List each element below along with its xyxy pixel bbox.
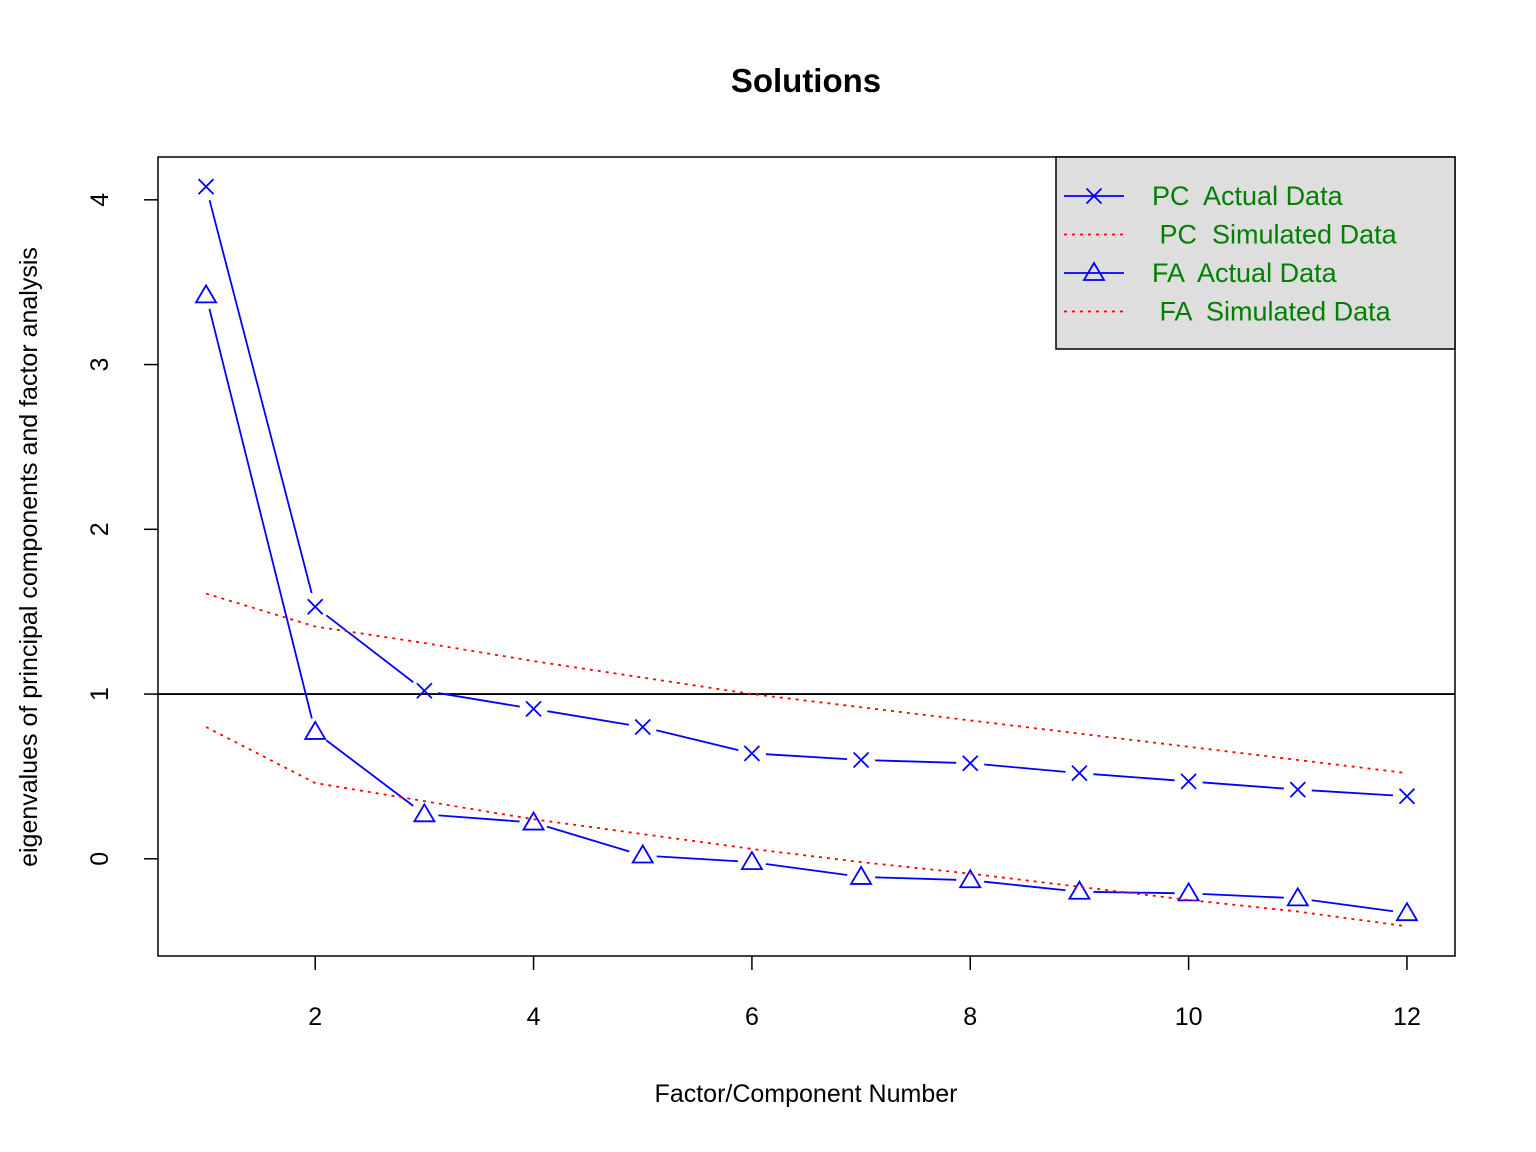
data-point (1398, 788, 1416, 805)
y-axis-label: eigenvalues of principal components and … (15, 247, 43, 867)
x-tick-label: 2 (308, 1003, 322, 1031)
data-point (416, 682, 433, 699)
data-point (307, 598, 324, 615)
y-tick-label: 1 (86, 687, 114, 701)
legend-marker (1085, 187, 1103, 205)
x-tick-label: 8 (963, 1003, 977, 1031)
legend-label: PC Simulated Data (1152, 220, 1398, 250)
series-0 (197, 178, 1416, 805)
plot-frame (157, 156, 1456, 957)
data-point (525, 700, 542, 718)
series-segment (1202, 893, 1284, 899)
legend-label: FA Simulated Data (1152, 297, 1392, 327)
data-point (849, 865, 873, 885)
series-segment (208, 199, 313, 594)
legend-label: PC Actual Data (1152, 181, 1344, 211)
data-point (521, 810, 546, 831)
data-point (1177, 881, 1201, 902)
x-tick-label: 4 (527, 1003, 541, 1031)
x-tick-label: 10 (1175, 1003, 1203, 1031)
x-axis-label: Factor/Component Number (655, 1080, 958, 1108)
legend-item: PC Simulated Data (1064, 220, 1398, 250)
legend-label: FA Actual Data (1152, 258, 1338, 288)
data-point (634, 718, 651, 736)
y-tick-label: 0 (86, 852, 114, 866)
series-segment (547, 710, 630, 726)
series-segment (765, 753, 848, 761)
series-segment (208, 308, 313, 719)
data-point (303, 720, 327, 740)
legend-marker (1082, 261, 1106, 281)
series-segment (1202, 781, 1284, 790)
series-1 (205, 592, 1408, 775)
data-point (1286, 886, 1310, 907)
legend-item: FA Actual Data (1064, 258, 1338, 288)
series-segment (875, 759, 957, 764)
series-segment (546, 825, 630, 853)
data-point (852, 751, 870, 769)
x-tick-label: 12 (1393, 1003, 1421, 1031)
legend-box (1055, 156, 1456, 350)
series-segment (984, 880, 1066, 892)
series-segment (1093, 891, 1175, 895)
series-segment (984, 763, 1066, 773)
data-point (631, 843, 655, 864)
legend-item: PC Actual Data (1064, 181, 1344, 211)
data-point (958, 868, 982, 889)
data-point (412, 802, 436, 823)
y-tick-label: 4 (86, 193, 114, 207)
data-point (1395, 901, 1419, 922)
data-point (962, 755, 979, 772)
series-segment (656, 855, 738, 863)
data-point (1180, 773, 1197, 790)
legend: PC Actual Data PC Simulated Data FA Actua… (1055, 156, 1456, 350)
chart-title: Solutions (731, 62, 881, 99)
data-point (743, 745, 761, 762)
series-segment (875, 876, 957, 881)
series-segment (1311, 789, 1394, 797)
data-point (194, 283, 218, 304)
data-point (1289, 781, 1306, 798)
series-2 (194, 283, 1419, 922)
series-segment (325, 739, 414, 807)
y-tick-label: 3 (86, 358, 114, 372)
y-tick-label: 2 (86, 522, 114, 536)
series-segment (1093, 773, 1175, 782)
series-segment (438, 814, 520, 823)
series-segment (765, 863, 848, 876)
x-tick-label: 6 (745, 1003, 759, 1031)
series-line (205, 592, 1408, 775)
series-segment (1311, 899, 1394, 913)
data-point (1067, 879, 1092, 900)
series-segment (656, 729, 739, 751)
data-point (197, 178, 215, 195)
legend-item: FA Simulated Data (1064, 297, 1392, 327)
data-point (740, 850, 764, 870)
series-segment (325, 614, 414, 683)
series-segment (438, 692, 520, 708)
data-point (1071, 764, 1088, 782)
